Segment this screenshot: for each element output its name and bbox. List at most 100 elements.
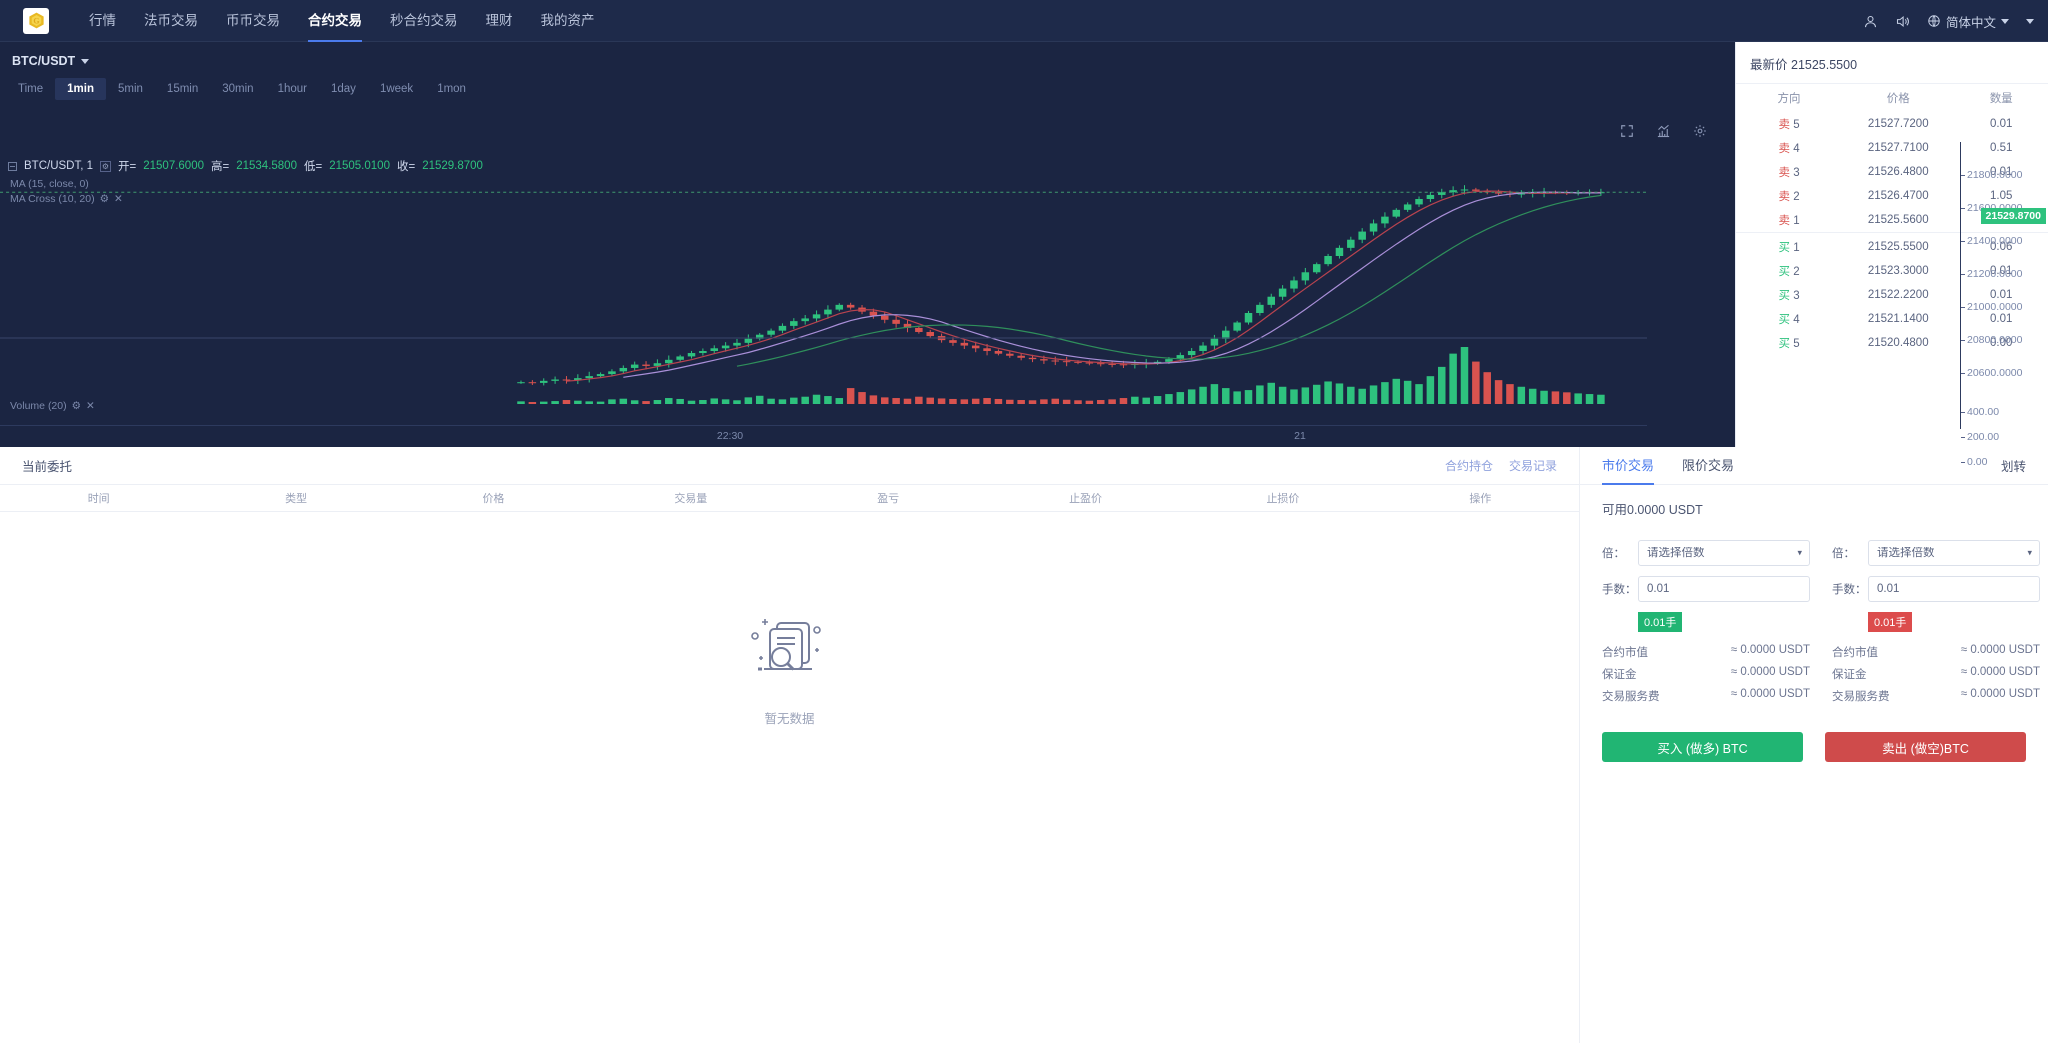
timeframe-1min[interactable]: 1min [55, 78, 106, 100]
orderbook-price: 21523.3000 [1867, 265, 1929, 277]
sell-lots-row: 手数： [1832, 576, 2040, 602]
timeframe-time[interactable]: Time [18, 83, 44, 95]
orderbook-price: 21521.1400 [1867, 313, 1929, 325]
timeframe-1mon[interactable]: 1mon [437, 83, 466, 95]
high-label: 高= [211, 161, 230, 173]
nav-item-finance[interactable]: 理财 [485, 12, 513, 28]
trade-actions: 买入 (做多) BTC 卖出 (做空)BTC [1580, 710, 2048, 762]
orderbook-row[interactable]: 卖 4 21527.7100 0.51 [1736, 136, 2048, 160]
buy-long-button[interactable]: 买入 (做多) BTC [1602, 732, 1803, 762]
buy-lots-input[interactable] [1638, 576, 1810, 602]
transfer-button[interactable]: 划转 [2000, 460, 2026, 474]
timeframe-1day[interactable]: 1day [331, 83, 356, 95]
nav-item-fiat[interactable]: 法币交易 [144, 12, 198, 28]
orderbook-row[interactable]: 卖 2 21526.4700 1.05 [1736, 184, 2048, 208]
sound-icon[interactable] [1895, 14, 1910, 29]
buy-leverage-row: 倍： 请选择倍数 ▾ [1602, 540, 1810, 566]
ma-cross-close-icon[interactable]: ✕ [114, 193, 123, 205]
sell-contract-value: ≈ 0.0000 USDT [1960, 644, 2040, 656]
buy-contract-value-row: 合约市值 ≈ 0.0000 USDT [1602, 644, 1810, 660]
orderbook-quantity: 1.05 [1990, 190, 2013, 202]
orderbook-row[interactable]: 买 3 21522.2200 0.01 [1736, 283, 2048, 307]
orderbook-direction: 买 [1778, 266, 1790, 278]
nav-item-spot[interactable]: 币币交易 [226, 12, 280, 28]
timeframe-1week[interactable]: 1week [379, 83, 414, 95]
ma-indicator-label: MA (15, close, 0) [10, 178, 89, 190]
nav-item-market[interactable]: 行情 [89, 12, 116, 28]
open-label: 开= [118, 161, 137, 173]
orderbook-row[interactable]: 买 4 21521.1400 0.01 [1736, 307, 2048, 331]
volume-tick: 200.00 [1960, 431, 2000, 443]
orderbook-price: 21527.7100 [1867, 142, 1929, 154]
timeframe-15min[interactable]: 15min [166, 83, 199, 95]
main-nav: 行情 法币交易 币币交易 合约交易 秒合约交易 理财 我的资产 [75, 0, 609, 42]
orderbook-row[interactable]: 买 1 21525.5500 0.06 [1736, 232, 2048, 259]
orderbook-level: 3 [1793, 167, 1800, 179]
settings-gear-icon[interactable] [1693, 124, 1707, 139]
tab-limit-order[interactable]: 限价交易 [1682, 457, 1735, 473]
sell-leverage-select[interactable]: 请选择倍数 [1868, 540, 2040, 566]
available-balance: 可用0.0000 USDT [1602, 503, 1703, 517]
fullscreen-icon[interactable] [1620, 124, 1634, 139]
price-axis: 21800.0000 21600.0000 21400.0000 21200.0… [1960, 142, 2048, 468]
chevron-down-icon [81, 58, 90, 64]
symbol-selector[interactable]: BTC/USDT [12, 54, 90, 68]
orderbook-row[interactable]: 买 5 21520.4800 0.00 [1736, 331, 2048, 355]
orderbook-level: 2 [1793, 266, 1800, 278]
orderbook-quantity: 0.01 [1990, 265, 2013, 277]
orderbook-table: 方向 价格 数量 卖 5 21527.7200 0.01 卖 4 21527.7100 0… [1736, 83, 2048, 355]
more-chevron-down-icon[interactable] [2026, 18, 2034, 24]
nav-item-second-contract[interactable]: 秒合约交易 [390, 12, 458, 28]
sell-lot-badge: 0.01手 [1868, 612, 1913, 632]
orderbook-row[interactable]: 卖 3 21526.4800 0.01 [1736, 160, 2048, 184]
timeframe-30min[interactable]: 30min [222, 83, 254, 95]
col-volume: 交易量 [674, 493, 708, 505]
nav-item-contract[interactable]: 合约交易 [294, 0, 376, 42]
tab-trade-history[interactable]: 交易记录 [1508, 459, 1557, 473]
orderbook-direction: 买 [1778, 338, 1790, 350]
orderbook-quantity: 0.51 [1990, 142, 2013, 154]
svg-text:G: G [33, 17, 39, 26]
candlestick-plot[interactable] [0, 142, 1647, 407]
low-value: 21505.0100 [329, 160, 390, 172]
orderbook-direction: 卖 [1778, 119, 1790, 131]
timeframe-5min[interactable]: 5min [117, 83, 143, 95]
tab-positions[interactable]: 合约持仓 [1444, 459, 1493, 473]
sell-lots-label: 手数： [1832, 584, 1867, 596]
volume-settings-icon[interactable]: ⚙ [71, 400, 82, 412]
trade-panel: 市价交易 限价交易 划转 可用0.0000 USDT 倍： 请选择倍数 ▾ 手数… [1580, 447, 2048, 1043]
tab-market-order[interactable]: 市价交易 [1602, 447, 1655, 485]
orderbook-row[interactable]: 卖 5 21527.7200 0.01 [1736, 112, 2048, 136]
buy-column: 倍： 请选择倍数 ▾ 手数： 0.01手 合约市值 ≈ 0.0000 USDT [1602, 540, 1810, 710]
ma-cross-settings-icon[interactable]: ⚙ [99, 193, 110, 205]
user-icon[interactable] [1863, 14, 1878, 29]
time-axis: 22:30 21 [0, 425, 1647, 447]
buy-margin-label: 保证金 [1602, 669, 1637, 681]
language-selector[interactable]: 简体中文 [1927, 12, 2009, 31]
volume-close-icon[interactable]: ✕ [86, 400, 95, 412]
orderbook-header-row: 方向 价格 数量 [1736, 83, 2048, 112]
price-tick: 21000.0000 [1960, 301, 2023, 313]
orderbook-direction: 卖 [1778, 143, 1790, 155]
collapse-icon[interactable] [8, 161, 17, 171]
col-direction: 方向 [1736, 83, 1843, 112]
sell-short-button[interactable]: 卖出 (做空)BTC [1825, 732, 2026, 762]
orderbook-price: 21526.4800 [1867, 166, 1929, 178]
orderbook-row[interactable]: 买 2 21523.3000 0.01 [1736, 259, 2048, 283]
legend-settings-icon[interactable]: ⚙ [100, 160, 112, 172]
buy-leverage-label: 倍： [1602, 548, 1625, 560]
price-tick: 20600.0000 [1960, 367, 2023, 379]
nav-item-assets[interactable]: 我的资产 [540, 12, 595, 28]
sell-fee-value: ≈ 0.0000 USDT [1960, 688, 2040, 700]
indicator-icon[interactable] [1656, 124, 1671, 139]
orderbook-level: 4 [1793, 143, 1800, 155]
orderbook-price: 21526.4700 [1867, 190, 1929, 202]
orderbook-quantity: 0.06 [1954, 232, 2048, 259]
logo[interactable]: G [23, 7, 49, 34]
orderbook-level: 5 [1793, 338, 1800, 350]
buy-fee-value: ≈ 0.0000 USDT [1730, 688, 1810, 700]
col-pnl: 盈亏 [877, 493, 900, 505]
sell-lots-input[interactable] [1868, 576, 2040, 602]
timeframe-1hour[interactable]: 1hour [277, 83, 307, 95]
buy-leverage-select[interactable]: 请选择倍数 [1638, 540, 1810, 566]
